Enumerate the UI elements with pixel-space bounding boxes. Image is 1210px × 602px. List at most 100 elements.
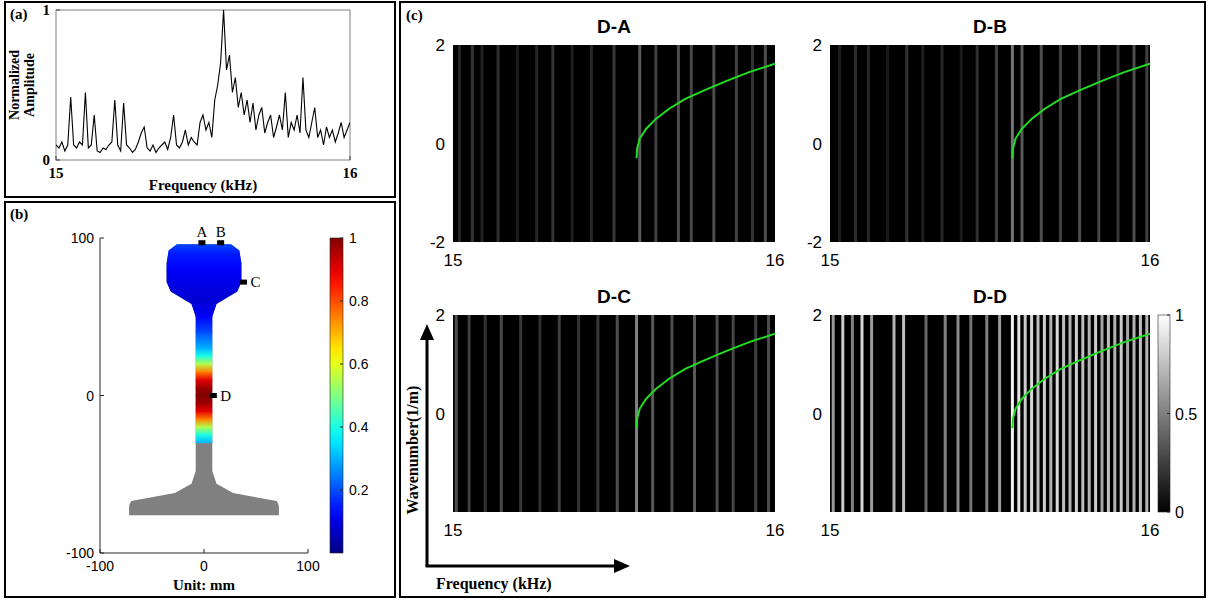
spectral-stripe	[1069, 315, 1072, 512]
axis-arrow	[426, 338, 429, 566]
mode-band	[100, 395, 308, 404]
spectral-stripe	[867, 45, 870, 242]
colorbar-tick	[1167, 315, 1170, 316]
x-tick	[56, 156, 57, 160]
spectral-stripe	[535, 45, 538, 242]
spectral-stripe	[1062, 315, 1065, 512]
colorbar-tick-label: 0.2	[349, 482, 369, 498]
y-tick-label: -2	[430, 233, 445, 252]
y-axis-title-line: Amplitude	[22, 53, 37, 117]
mode-band	[100, 411, 308, 420]
spectral-stripe	[1139, 315, 1142, 512]
y-tick-label: 0	[436, 405, 445, 424]
image-area	[832, 315, 1150, 512]
y-tick	[56, 160, 60, 161]
y-tick-label: 2	[436, 36, 445, 55]
spectral-stripe	[670, 315, 673, 512]
y-tick-label: 100	[71, 230, 95, 246]
colorbar-tick	[1167, 512, 1170, 513]
x-axis-title: Unit: mm	[173, 577, 236, 593]
x-tick	[100, 549, 101, 553]
y-axis-title: NormalizedAmplitude	[7, 50, 37, 120]
spectral-stripe	[558, 315, 561, 512]
panel-frame	[5, 2, 395, 197]
spectral-stripe	[1078, 45, 1081, 242]
y-axis-title: Wavenumber(1/m)	[404, 386, 422, 515]
spectral-stripe	[519, 315, 522, 512]
x-tick-label: 16	[343, 165, 359, 181]
spectral-stripe	[902, 315, 905, 512]
sensor-point	[240, 280, 247, 285]
spectral-stripe	[976, 45, 979, 242]
y-tick	[100, 395, 104, 396]
spectral-stripe	[1126, 315, 1129, 512]
colorbar-tick-label: 1	[1175, 307, 1184, 324]
spectral-stripe	[1081, 315, 1084, 512]
mode-band	[100, 427, 308, 436]
mode-band	[100, 379, 308, 388]
x-axis-title: Frequency (kHz)	[436, 575, 552, 593]
y-tick	[100, 553, 104, 554]
x-tick-label: 15	[821, 251, 840, 270]
sensor-label: A	[196, 224, 207, 240]
panel-label: (c)	[406, 7, 423, 24]
spectral-stripe	[1145, 45, 1148, 242]
x-tick-label: 16	[766, 521, 785, 540]
colorbar-tick	[340, 427, 343, 428]
mode-shape	[100, 242, 308, 443]
mode-band	[100, 285, 308, 302]
mode-band	[100, 403, 308, 412]
spectral-stripe	[886, 45, 889, 242]
image-background	[830, 315, 1150, 512]
y-tick-label: 0	[43, 152, 51, 168]
spectral-stripe	[1097, 45, 1100, 242]
spectral-stripe	[1056, 315, 1059, 512]
mode-band	[100, 332, 308, 349]
dispersion-curve	[637, 334, 775, 429]
spectral-stripe	[754, 315, 757, 512]
panel-label: (b)	[10, 206, 28, 223]
y-tick-label: 0	[86, 388, 94, 404]
image-background	[830, 45, 1150, 242]
dispersion-curve	[637, 64, 775, 159]
spectral-stripe	[998, 315, 1001, 512]
spectral-stripe	[751, 45, 754, 242]
spectral-stripe	[861, 315, 864, 512]
y-tick-label: 2	[436, 306, 445, 325]
spectral-stripe	[551, 45, 554, 242]
spectral-stripe	[471, 45, 474, 242]
spectral-stripe	[538, 315, 541, 512]
spectral-stripe	[497, 45, 500, 242]
spectral-stripe	[1059, 45, 1062, 242]
dispersion-curve	[1012, 334, 1150, 429]
spectral-stripe	[1133, 315, 1136, 512]
spectral-stripe	[1075, 315, 1078, 512]
image-area	[455, 315, 775, 512]
mode-band	[100, 434, 308, 443]
spectral-stripe	[613, 45, 616, 242]
spectral-stripe	[1043, 315, 1046, 512]
sensor-label: B	[216, 224, 226, 240]
spectral-stripe	[764, 45, 767, 242]
panel-frame	[5, 202, 395, 597]
sensor-label: D	[220, 388, 231, 404]
spectral-stripe	[960, 45, 963, 242]
panel-title: D-C	[597, 286, 631, 307]
x-tick-label: 16	[766, 251, 785, 270]
spectral-stripe	[458, 45, 461, 242]
x-tick	[350, 156, 351, 160]
spectrum-line	[56, 10, 350, 153]
spectral-stripe	[1030, 315, 1033, 512]
spectral-stripe	[944, 315, 947, 512]
mode-band	[100, 301, 308, 318]
dispersion-curve	[1012, 64, 1150, 159]
mode-band	[100, 419, 308, 428]
x-tick-label: 100	[296, 558, 320, 574]
panel-title: D-A	[597, 16, 631, 37]
sensor-point	[217, 240, 224, 245]
spectral-stripe	[712, 45, 715, 242]
spectral-stripe	[1107, 315, 1110, 512]
spectral-stripe	[767, 315, 770, 512]
spectral-stripe	[1021, 45, 1024, 242]
spectral-stripe	[921, 45, 924, 242]
